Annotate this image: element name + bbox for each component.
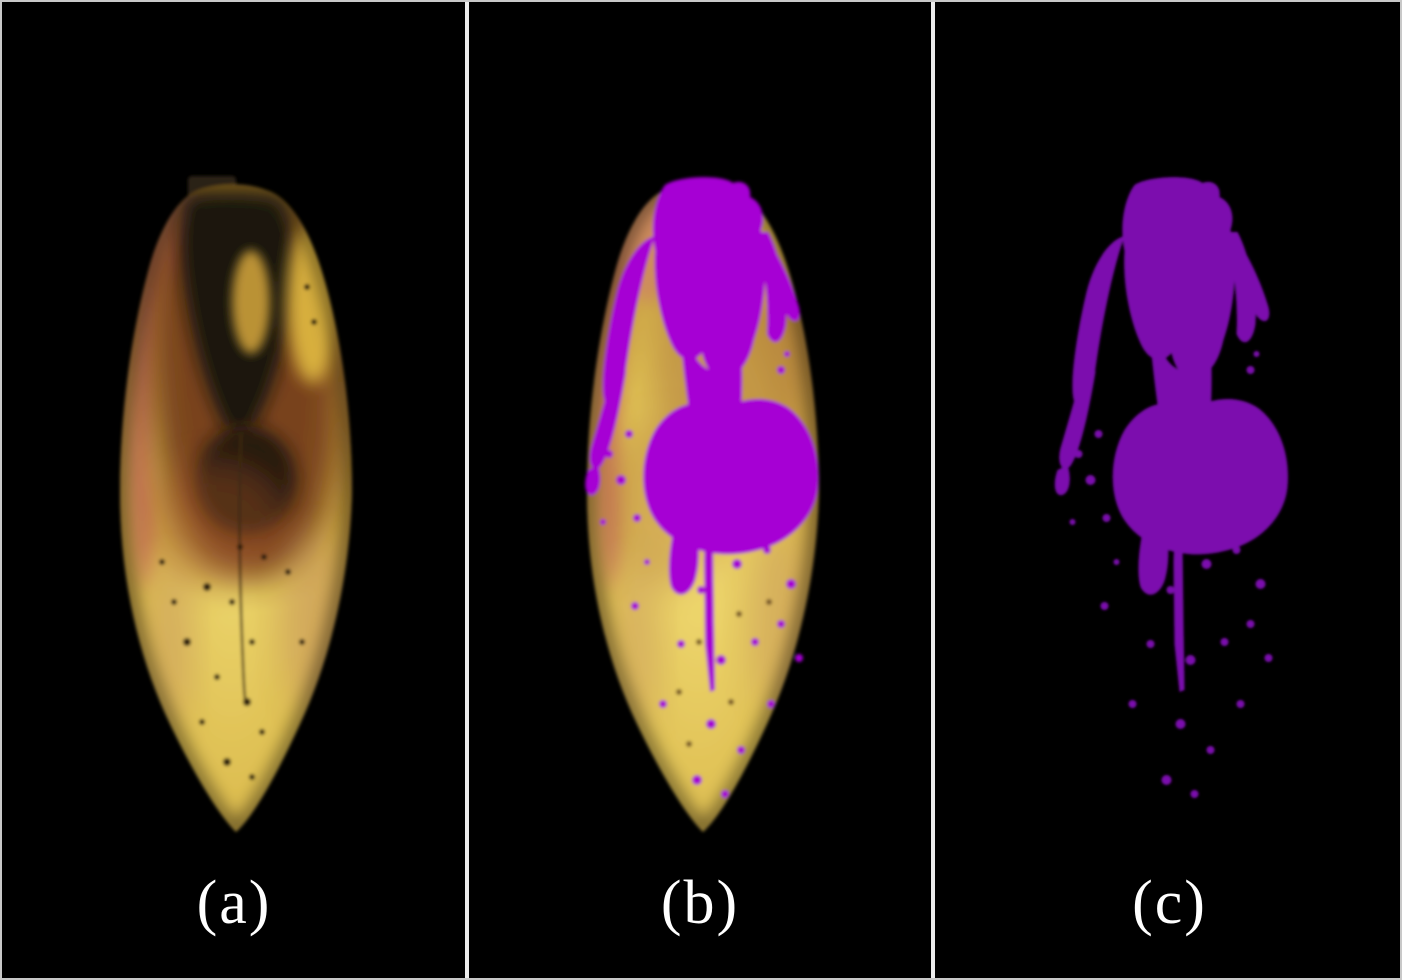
panel-divider-1 [465, 2, 469, 978]
disease-central-blob [643, 399, 819, 555]
panel-a-photo [120, 176, 352, 832]
cacao-pod-detected [585, 177, 819, 832]
panel-label-a: (a) [196, 869, 272, 937]
pod-dark-speckles [159, 284, 317, 780]
panel-label-b: (b) [660, 869, 740, 937]
disease-furrow-line [704, 482, 715, 692]
panel-divider-2 [931, 2, 935, 978]
pod-furrow-line [238, 433, 248, 705]
panel-label-c: (c) [1132, 869, 1207, 937]
panel-c-mask [1054, 177, 1288, 798]
disease-cap-region [652, 177, 766, 378]
cacao-pod-original [120, 176, 352, 832]
segmentation-mask [1054, 177, 1288, 798]
disease-overlay [585, 177, 819, 798]
panel-b-overlay [585, 177, 819, 832]
pod-dark-speckles [676, 599, 772, 747]
disease-dots [600, 351, 803, 798]
